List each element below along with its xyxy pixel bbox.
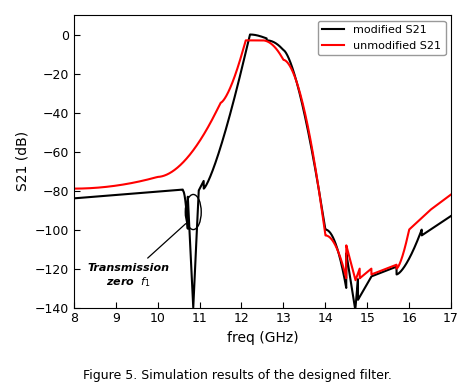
modified S21: [215, 153, 221, 157]
modified S21: [139, 191, 145, 195]
unmodified S21: [243, 38, 248, 43]
unmodified S21: [215, 106, 221, 110]
Legend: modified S21, unmodified S21: modified S21, unmodified S21: [318, 21, 446, 55]
unmodified S21: [316, 190, 322, 195]
modified S21: [247, 32, 253, 37]
Text: Figure 5. Simulation results of the designed filter.: Figure 5. Simulation results of the desi…: [82, 369, 392, 382]
modified S21: [316, 190, 322, 194]
unmodified S21: [353, 278, 358, 282]
unmodified S21: [381, 267, 387, 272]
X-axis label: freq (GHz): freq (GHz): [227, 331, 298, 345]
unmodified S21: [71, 186, 77, 191]
modified S21: [448, 214, 454, 218]
modified S21: [297, 93, 303, 98]
unmodified S21: [353, 278, 358, 283]
Y-axis label: S21 (dB): S21 (dB): [15, 131, 29, 192]
modified S21: [71, 196, 77, 201]
unmodified S21: [297, 91, 303, 96]
unmodified S21: [448, 192, 454, 197]
modified S21: [381, 269, 387, 274]
Line: unmodified S21: unmodified S21: [74, 40, 451, 280]
modified S21: [353, 305, 358, 310]
Text: Transmission
zero  $f_1$: Transmission zero $f_1$: [87, 224, 186, 288]
Line: modified S21: modified S21: [74, 34, 451, 308]
unmodified S21: [139, 178, 145, 183]
modified S21: [352, 305, 358, 310]
